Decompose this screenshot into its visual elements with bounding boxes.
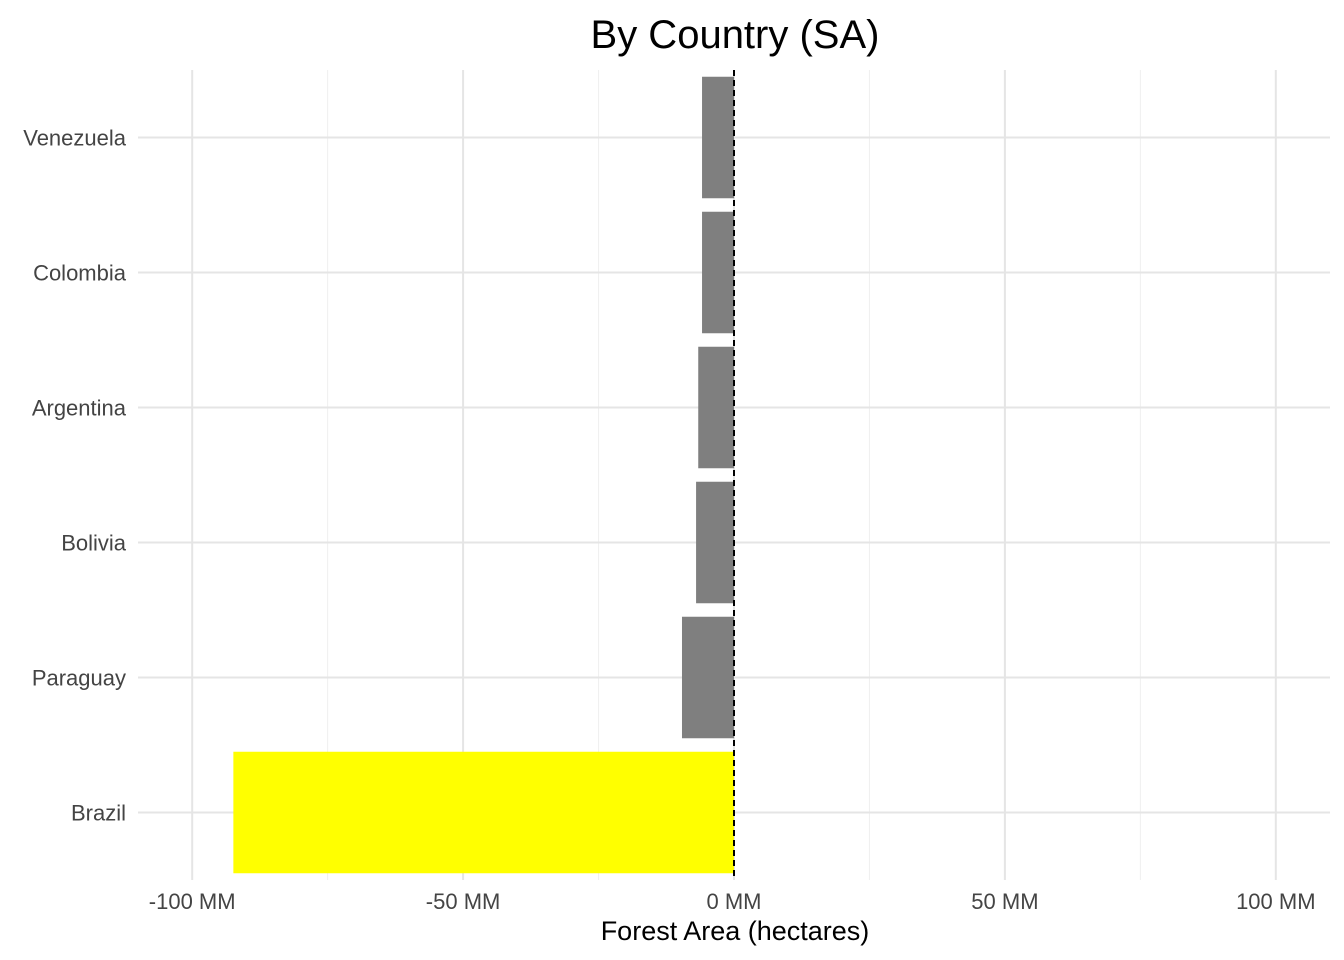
bars: [233, 76, 735, 874]
chart-title: By Country (SA): [591, 13, 880, 57]
bar-brazil: [233, 751, 735, 874]
y-tick-label: Colombia: [33, 261, 127, 286]
y-tick-label: Brazil: [71, 801, 126, 826]
x-axis-labels: -100 MM -50 MM 0 MM 50 MM 100 MM: [149, 889, 1316, 914]
bar-colombia: [702, 211, 734, 334]
x-axis-title: Forest Area (hectares): [601, 916, 870, 946]
x-tick-label: -100 MM: [149, 889, 236, 914]
y-axis-labels: Brazil Paraguay Bolivia Argentina Colombia Ve…: [23, 126, 127, 826]
bar-venezuela: [702, 76, 734, 199]
bar-paraguay: [681, 616, 734, 739]
y-tick-label: Argentina: [32, 396, 127, 421]
y-tick-label: Bolivia: [61, 531, 127, 556]
x-tick-label: 50 MM: [971, 889, 1038, 914]
bar-bolivia: [696, 481, 734, 604]
bar-argentina: [698, 346, 734, 469]
y-tick-label: Paraguay: [32, 666, 126, 691]
x-tick-label: 100 MM: [1236, 889, 1315, 914]
y-tick-label: Venezuela: [23, 126, 127, 151]
x-tick-label: 0 MM: [707, 889, 762, 914]
x-tick-label: -50 MM: [426, 889, 501, 914]
